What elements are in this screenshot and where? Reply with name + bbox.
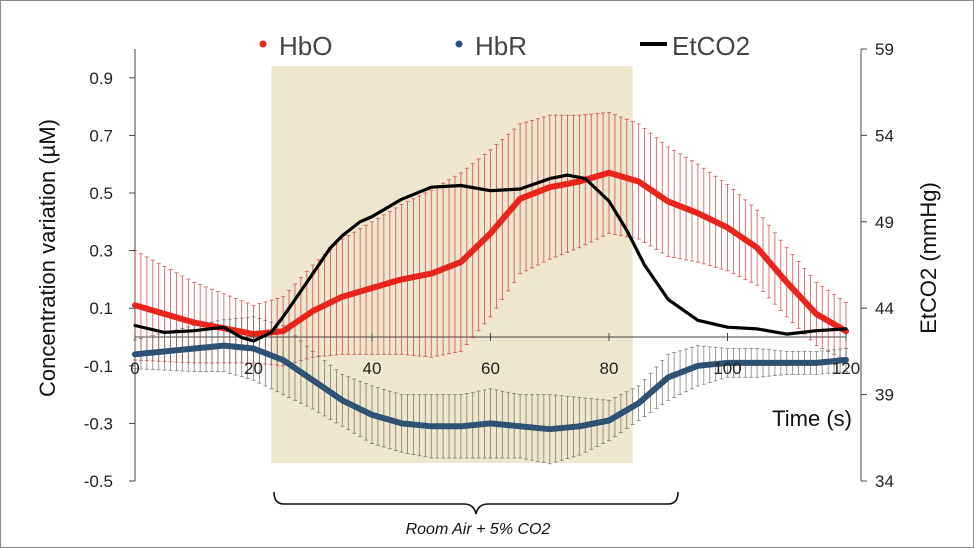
y-left-tick-label: 0.1 xyxy=(89,299,113,318)
y-left-tick-label: 0.7 xyxy=(89,126,113,145)
y-left-tick-label: -0.5 xyxy=(84,472,113,491)
x-axis-title: Time (s) xyxy=(772,406,852,431)
series-line-hbo xyxy=(132,169,849,338)
y-right-tick-label: 59 xyxy=(875,40,894,59)
y-axis-left-title: Concentration variation (µM) xyxy=(35,119,60,397)
legend-hbo-marker xyxy=(259,40,267,48)
co2-interval-bracket xyxy=(273,491,679,515)
y-left-tick-label: 0.5 xyxy=(89,184,113,203)
y-axis-right-title: EtCO2 (mmHg) xyxy=(916,182,941,334)
x-tick-label: 40 xyxy=(363,359,382,378)
series-line-etco2 xyxy=(133,173,848,343)
x-tick-label: 80 xyxy=(600,359,619,378)
y-right-tick-label: 54 xyxy=(875,126,894,145)
series-line-hbr xyxy=(132,342,849,433)
legend: HbO HbR EtCO2 xyxy=(259,31,750,61)
co2-interval-label: Room Air + 5% CO2 xyxy=(406,521,551,538)
y-right-tick-label: 34 xyxy=(875,472,894,491)
y-left-tick-label: 0.3 xyxy=(89,242,113,261)
y-left-tick-label: 0.9 xyxy=(89,69,113,88)
legend-hbo-label: HbO xyxy=(279,31,332,61)
y-left-tick-label: -0.3 xyxy=(84,414,113,433)
x-tick-label: 0 xyxy=(130,359,139,378)
legend-etco2-label: EtCO2 xyxy=(672,31,750,61)
x-tick-label: 120 xyxy=(832,359,860,378)
y-right-tick-label: 39 xyxy=(875,386,894,405)
x-tick-label: 20 xyxy=(244,359,263,378)
y-right-tick-label: 49 xyxy=(875,213,894,232)
x-tick-label: 60 xyxy=(481,359,500,378)
legend-hbr-label: HbR xyxy=(475,31,527,61)
x-tick-label: 100 xyxy=(713,359,741,378)
legend-hbr-marker xyxy=(455,40,463,48)
y-left-tick-label: -0.1 xyxy=(84,357,113,376)
y-right-tick-label: 44 xyxy=(875,299,894,318)
